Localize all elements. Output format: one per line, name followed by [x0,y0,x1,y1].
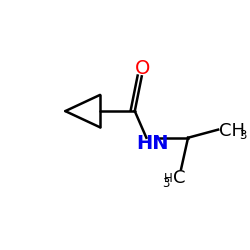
Text: CH: CH [219,122,245,140]
Text: 3: 3 [162,177,170,190]
Text: HN: HN [136,134,168,153]
Text: C: C [173,169,186,187]
Text: O: O [135,59,150,78]
Text: H: H [164,172,173,185]
Text: 3: 3 [239,130,246,142]
